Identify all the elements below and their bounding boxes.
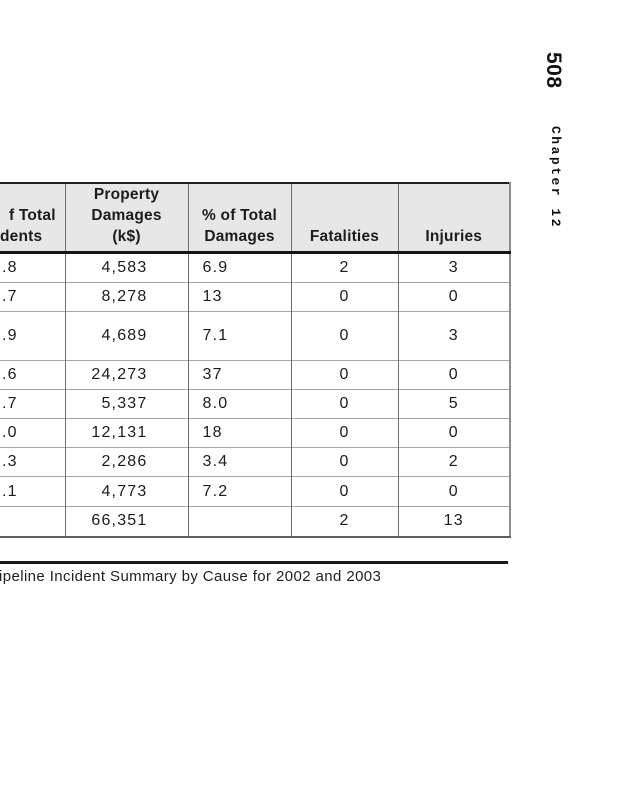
header-injuries: Injuries — [397, 183, 510, 254]
incident-table-region: f Total dents Property Damages (k$) % of… — [0, 182, 512, 538]
header-line: Injuries — [425, 228, 483, 245]
header-line: % of Total — [202, 207, 277, 224]
table-cell: 7.2 — [187, 476, 291, 507]
table-cell: .6 — [0, 360, 65, 390]
header-line: Fatalities — [309, 228, 380, 245]
table-cell: 37 — [187, 360, 291, 390]
header-pct-total-incidents: f Total dents — [0, 183, 65, 254]
header-line: Property — [93, 186, 160, 203]
table-row: .1 4,773 7.2 0 0 — [0, 476, 510, 507]
table-cell: 18 — [187, 418, 291, 448]
table-cell: 66,351 — [64, 506, 188, 537]
table-cell: 4,689 — [64, 311, 188, 361]
header-line: dents — [0, 228, 43, 245]
table-cell: 0 — [397, 418, 510, 448]
table-cell: 0 — [290, 282, 398, 312]
header-fatalities: Fatalities — [290, 183, 398, 254]
table-cell: .1 — [0, 476, 65, 507]
table-cell: 13 — [397, 506, 510, 537]
header-row: f Total dents Property Damages (k$) % of… — [0, 183, 510, 254]
table-cell — [187, 506, 291, 537]
table-cell: 2 — [290, 252, 398, 283]
table-cell: .8 — [2, 259, 18, 276]
table-cell: 13 — [187, 282, 291, 312]
table-caption: ipeline Incident Summary by Cause for 20… — [0, 568, 382, 585]
header-property-damages: Property Damages (k$) — [64, 183, 188, 254]
table-row: .7 8,278 13 0 0 — [0, 282, 510, 312]
table-row: .3 2,286 3.4 0 2 — [0, 447, 510, 477]
pipeline-incident-table: f Total dents Property Damages (k$) % of… — [0, 182, 511, 538]
table-row: .9 4,689 7.1 0 3 — [0, 311, 510, 361]
table-cell: 0 — [290, 389, 398, 419]
table-cell: 3 — [397, 311, 510, 361]
table-cell: 0 — [290, 311, 398, 361]
table-cell: 8,278 — [64, 282, 188, 312]
table-cell: 6.9 — [187, 252, 291, 283]
header-line: Damages — [91, 207, 162, 224]
table-cell: .0 — [0, 418, 65, 448]
table-row: .8 4,583 6.9 2 3 — [0, 252, 510, 283]
table-cell: .3 — [0, 447, 65, 477]
header-line: (k$) — [112, 228, 141, 245]
table-cell: 4,583 — [64, 252, 188, 283]
table-cell: 0 — [290, 476, 398, 507]
table-cell: 24,273 — [64, 360, 188, 390]
header-line: f Total — [9, 207, 56, 224]
table-cell: 8.0 — [187, 389, 291, 419]
table-row-totals: 66,351 2 13 — [0, 506, 510, 537]
table-cell: 2,286 — [64, 447, 188, 477]
table-cell: 0 — [397, 476, 510, 507]
table-cell: 3 — [397, 252, 510, 283]
header-pct-total-damages: % of Total Damages — [187, 183, 291, 254]
table-row: .7 5,337 8.0 0 5 — [0, 389, 510, 419]
table-body: .8 4,583 6.9 2 3 .7 8,278 13 0 0 .9 4,68… — [0, 252, 510, 537]
table-cell: 2 — [290, 506, 398, 537]
header-line: Damages — [204, 228, 275, 245]
table-cell: .7 — [0, 389, 65, 419]
table-row: .0 12,131 18 0 0 — [0, 418, 510, 448]
table-cell: 0 — [290, 360, 398, 390]
table-cell: 3.4 — [187, 447, 291, 477]
table-cell: 0 — [397, 282, 510, 312]
caption-rule — [0, 561, 508, 564]
table-cell: 0 — [290, 447, 398, 477]
table-cell: 12,131 — [64, 418, 188, 448]
page-number: 508 — [542, 52, 565, 89]
chapter-label: Chapter 12 — [548, 126, 563, 230]
table-cell: 2 — [397, 447, 510, 477]
table-row: .6 24,273 37 0 0 — [0, 360, 510, 390]
table-cell: 0 — [290, 418, 398, 448]
table-cell: .9 — [0, 311, 65, 361]
table-cell: 0 — [397, 360, 510, 390]
table-cell: 7.1 — [187, 311, 291, 361]
table-cell: 5 — [397, 389, 510, 419]
table-cell: .7 — [0, 282, 65, 312]
table-cell: 4,773 — [64, 476, 188, 507]
table-cell: 5,337 — [64, 389, 188, 419]
table-cell — [0, 506, 65, 537]
table-header: f Total dents Property Damages (k$) % of… — [0, 183, 510, 254]
